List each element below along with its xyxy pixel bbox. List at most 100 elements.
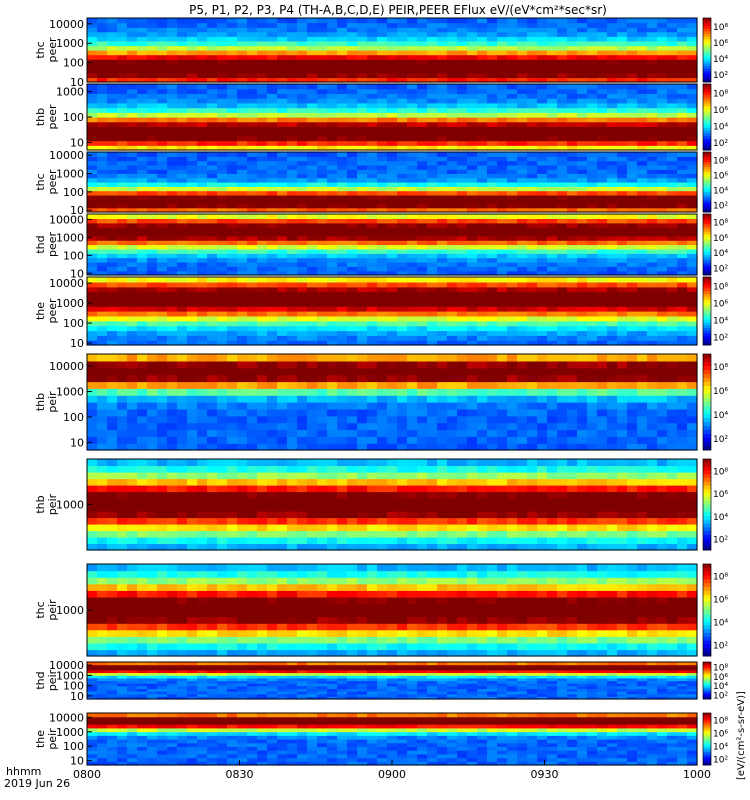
spectrogram-cell: [397, 84, 408, 90]
spectrogram-cell: [97, 93, 108, 99]
spectrogram-cell: [427, 72, 438, 79]
spectrogram-cell: [97, 436, 108, 444]
spectrogram-cell: [207, 45, 218, 51]
colorbar-swatch: [703, 189, 711, 193]
spectrogram-cell: [637, 207, 648, 213]
colorbar-swatch: [703, 219, 711, 223]
spectrogram-cell: [87, 395, 98, 403]
colorbar-swatch: [703, 74, 711, 78]
spectrogram-cell: [457, 40, 468, 47]
spectrogram-cell: [247, 177, 258, 183]
spectrogram-cell: [597, 84, 608, 90]
spectrogram-cell: [687, 112, 698, 118]
spectrogram-cell: [677, 227, 688, 233]
spectrogram-cell: [257, 311, 268, 317]
spectrogram-cell: [617, 54, 628, 60]
spectrogram-cell: [297, 63, 308, 69]
spectrogram-cell: [357, 72, 368, 79]
spectrogram-cell: [197, 173, 208, 179]
spectrogram-cell: [507, 68, 518, 74]
spectrogram-cell: [187, 443, 198, 451]
spectrogram-cell: [447, 240, 458, 246]
spectrogram-cell: [257, 402, 268, 410]
spectrogram-cell: [157, 31, 168, 37]
spectrogram-cell: [447, 270, 458, 276]
spectrogram-cell: [527, 50, 538, 56]
spectrogram-cell: [477, 164, 488, 170]
spectrogram-cell: [287, 93, 298, 99]
spectrogram-cell: [427, 68, 438, 74]
spectrogram-cell: [657, 160, 668, 166]
spectrogram-cell: [587, 164, 598, 170]
spectrogram-cell: [217, 156, 228, 162]
spectrogram-cell: [267, 381, 278, 389]
spectrogram-cell: [257, 36, 268, 42]
spectrogram-cell: [607, 140, 618, 146]
spectrogram-cell: [417, 354, 428, 362]
spectrogram-cell: [207, 291, 218, 298]
spectrogram-cell: [507, 340, 518, 346]
spectrogram-cell: [197, 240, 208, 246]
spectrogram-cell: [567, 98, 578, 104]
spectrogram-cell: [467, 131, 478, 137]
spectrogram-cell: [387, 88, 398, 94]
spectrogram-cell: [157, 266, 168, 272]
spectrogram-cell: [507, 190, 518, 196]
spectrogram-cell: [557, 235, 568, 241]
spectrogram-cell: [617, 266, 628, 272]
spectrogram-cell: [397, 107, 408, 113]
spectrogram-cell: [557, 270, 568, 276]
spectrogram-cell: [687, 121, 698, 127]
spectrogram-cell: [207, 408, 218, 417]
spectrogram-cell: [217, 27, 228, 33]
spectrogram-cell: [207, 177, 218, 183]
spectrogram-cell: [577, 102, 588, 109]
spectrogram-cell: [347, 214, 358, 219]
spectrogram-cell: [577, 330, 588, 336]
spectrogram-cell: [97, 360, 108, 369]
spectrogram-cell: [587, 45, 598, 51]
spectrogram-cell: [657, 177, 668, 183]
spectrogram-cell: [587, 152, 598, 157]
spectrogram-cell: [297, 266, 308, 272]
spectrogram-cell: [647, 270, 658, 276]
spectrogram-cell: [197, 22, 208, 28]
spectrogram-cell: [197, 102, 208, 109]
spectrogram-cell: [127, 320, 138, 327]
spectrogram-cell: [667, 199, 678, 204]
spectrogram-cell: [337, 360, 348, 369]
spectrogram-cell: [607, 68, 618, 74]
spectrogram-cell: [647, 160, 658, 166]
spectrogram-cell: [257, 306, 268, 312]
spectrogram-cell: [537, 261, 548, 267]
spectrogram-cell: [377, 88, 388, 94]
spectrogram-cell: [127, 186, 138, 192]
spectrogram-cell: [677, 222, 688, 228]
spectrogram-cell: [367, 190, 378, 196]
spectrogram-cell: [397, 54, 408, 60]
spectrogram-cell: [537, 257, 548, 263]
spectrogram-cell: [247, 422, 258, 431]
spectrogram-cell: [197, 381, 208, 389]
spectrogram-cell: [657, 222, 668, 228]
spectrogram-cell: [387, 152, 398, 157]
spectrogram-cell: [587, 54, 598, 60]
spectrogram-cell: [157, 261, 168, 267]
spectrogram-cell: [87, 253, 98, 259]
spectrogram-cell: [187, 281, 198, 288]
spectrogram-cell: [247, 222, 258, 228]
spectrogram-cell: [347, 190, 358, 196]
spectrogram-cell: [177, 429, 188, 437]
spectrogram-cell: [257, 388, 268, 396]
spectrogram-cell: [317, 173, 328, 179]
spectrogram-cell: [297, 98, 308, 104]
spectrogram-cell: [187, 45, 198, 51]
spectrogram-cell: [287, 360, 298, 369]
spectrogram-cell: [317, 186, 328, 192]
spectrogram-cells: [87, 84, 698, 151]
spectrogram-cell: [687, 330, 698, 336]
spectrogram-cell: [347, 22, 358, 28]
spectrogram-cell: [687, 311, 698, 317]
spectrogram-cell: [177, 152, 188, 157]
spectrogram-cell: [417, 121, 428, 127]
